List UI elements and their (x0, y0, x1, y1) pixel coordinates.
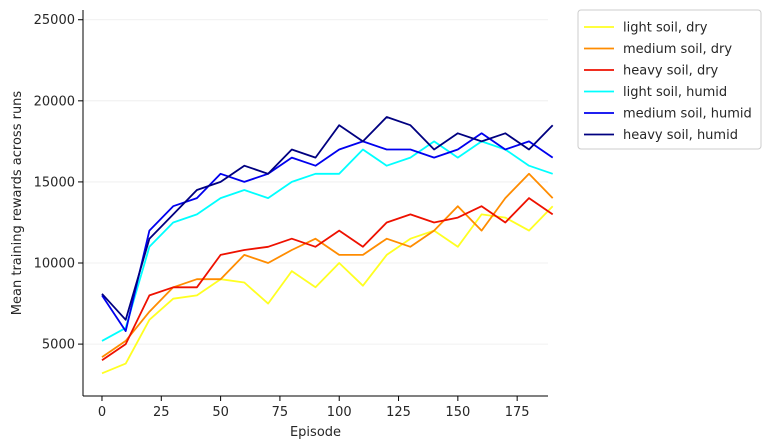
legend: light soil, dry medium soil, dry heavy soi… (577, 9, 762, 150)
series-line-5 (101, 116, 554, 321)
x-tick-label-1: 25 (153, 405, 170, 420)
legend-frame (577, 9, 762, 150)
series-line-0 (101, 205, 554, 375)
y-axis-label: Mean training rewards across runs (10, 91, 25, 316)
x-tick-label-7: 175 (505, 405, 530, 420)
series-lines (101, 116, 554, 375)
x-tick-label-6: 150 (445, 405, 470, 420)
series-line-2 (101, 197, 554, 362)
x-tick-label-4: 100 (327, 405, 352, 420)
y-tick-label-2: 15000 (34, 175, 75, 190)
x-axis-label: Episode (290, 425, 341, 440)
x-tick-label-2: 50 (212, 405, 229, 420)
y-tick-label-1: 10000 (34, 257, 75, 272)
gridlines (83, 19, 548, 345)
series-line-1 (101, 172, 554, 358)
y-tick-label-4: 25000 (34, 13, 75, 28)
legend-label-3: light soil, humid (623, 85, 727, 100)
y-tick-label-3: 20000 (34, 94, 75, 109)
legend-label-5: heavy soil, humid (623, 128, 738, 143)
legend-label-2: heavy soil, dry (623, 64, 719, 79)
x-tick-label-3: 75 (272, 405, 289, 420)
x-tick-label-5: 125 (386, 405, 411, 420)
axes (82, 10, 548, 397)
x-tick-label-0: 0 (98, 405, 106, 420)
y-axis-ticks: 5000 10000 15000 20000 25000 (34, 13, 83, 353)
series-line-4 (101, 132, 554, 333)
legend-label-1: medium soil, dry (623, 42, 732, 57)
y-tick-label-0: 5000 (42, 338, 75, 353)
x-axis-ticks: 0 25 50 75 100 125 150 175 (98, 396, 530, 420)
legend-label-0: light soil, dry (623, 21, 708, 36)
series-line-3 (101, 140, 553, 342)
legend-label-4: medium soil, humid (623, 107, 752, 122)
